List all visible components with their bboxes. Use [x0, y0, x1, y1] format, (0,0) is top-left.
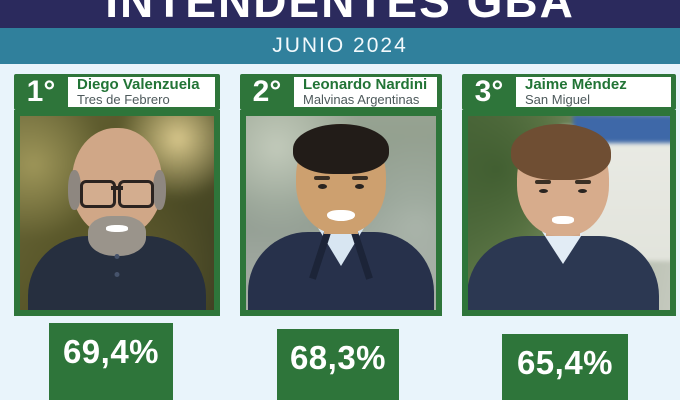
glasses-icon: [78, 180, 156, 208]
portrait-person: [20, 116, 214, 310]
portrait-hair: [293, 124, 389, 174]
glasses-bridge: [111, 186, 123, 190]
card-header: 3° Jaime Méndez San Miguel: [462, 74, 676, 110]
card-header: 2° Leonardo Nardini Malvinas Argentinas: [240, 74, 442, 110]
portrait-photo: [462, 110, 676, 316]
ranking-card-3: 3° Jaime Méndez San Miguel: [462, 74, 676, 400]
name-panel: Leonardo Nardini Malvinas Argentinas: [294, 77, 437, 107]
rank-badge: 2°: [252, 75, 282, 108]
portrait-head: [293, 124, 389, 234]
portrait-beard: [88, 216, 146, 256]
portrait-mouth: [552, 216, 574, 224]
percentage-box: 65,4%: [502, 334, 628, 400]
portrait-hair: [511, 124, 611, 180]
ranking-card-2: 2° Leonardo Nardini Malvinas Argentinas: [240, 74, 442, 400]
shirt-button: [114, 254, 120, 259]
percentage-box: 68,3%: [277, 329, 399, 400]
card-header: 1° Diego Valenzuela Tres de Febrero: [14, 74, 220, 110]
percentage-value: 69,4%: [62, 333, 160, 370]
portrait-mouth: [106, 225, 128, 232]
page-title: INTENDENTES GBA: [105, 0, 575, 27]
person-name: Diego Valenzuela: [77, 77, 200, 93]
shirt-button: [114, 272, 120, 277]
person-name: Jaime Méndez: [525, 77, 627, 93]
rank-badge: 1°: [26, 75, 56, 108]
portrait-hair: [68, 170, 81, 210]
percentage-value: 65,4%: [516, 344, 614, 381]
portrait-mouth: [327, 210, 355, 221]
name-panel: Jaime Méndez San Miguel: [516, 77, 671, 107]
date-band: JUNIO 2024: [0, 28, 680, 64]
district-name: Tres de Febrero: [77, 92, 170, 107]
portrait-eyebrow: [314, 176, 330, 180]
portrait-eye: [578, 189, 587, 193]
portrait-hair: [153, 170, 166, 210]
portrait-head: [68, 128, 166, 256]
percentage-box: 69,4%: [49, 323, 173, 400]
portrait-eye: [355, 184, 364, 189]
portrait-photo: [14, 110, 220, 316]
portrait-photo: [240, 110, 442, 316]
district-name: San Miguel: [525, 92, 591, 107]
person-name: Leonardo Nardini: [303, 77, 428, 93]
portrait-eyebrow: [575, 180, 591, 184]
title-band: INTENDENTES GBA: [0, 0, 680, 28]
district-name: Malvinas Argentinas: [303, 92, 420, 107]
ranking-card-1: 1° Diego Valenzuela Tres de Febrero: [14, 74, 220, 400]
rank-badge: 3°: [474, 75, 504, 108]
portrait-eyebrow: [352, 176, 368, 180]
portrait-eye: [539, 189, 548, 193]
glasses-lens: [80, 180, 116, 208]
percentage-value: 68,3%: [289, 339, 387, 376]
portrait-head: [511, 124, 611, 236]
name-panel: Diego Valenzuela Tres de Febrero: [68, 77, 215, 107]
date-label: JUNIO 2024: [272, 34, 408, 57]
portrait-eyebrow: [535, 180, 551, 184]
portrait-person: [246, 116, 436, 310]
glasses-lens: [118, 180, 154, 208]
portrait-person: [468, 116, 664, 310]
portrait-eye: [318, 184, 327, 189]
